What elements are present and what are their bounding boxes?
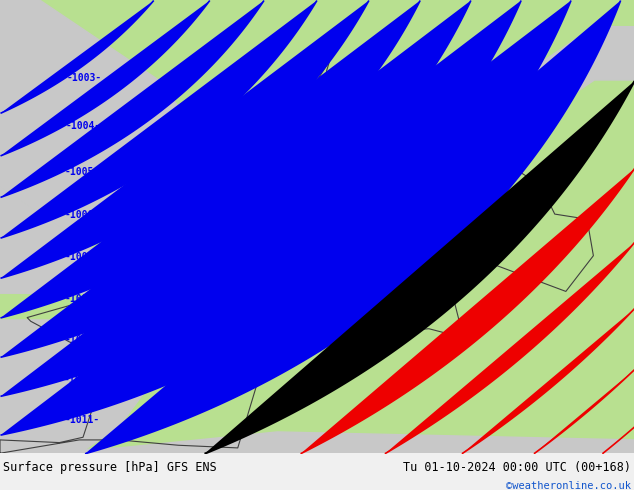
Polygon shape [0, 187, 119, 294]
Text: -1004-: -1004- [65, 121, 101, 131]
Polygon shape [317, 26, 634, 160]
Polygon shape [158, 80, 356, 213]
Text: -1005-: -1005- [65, 167, 100, 176]
Polygon shape [0, 432, 634, 453]
Text: -1008-: -1008- [64, 294, 100, 304]
Polygon shape [0, 267, 198, 453]
Text: ©weatheronline.co.uk: ©weatheronline.co.uk [506, 481, 631, 490]
Polygon shape [0, 0, 634, 453]
Text: -1007-: -1007- [65, 252, 100, 262]
Text: Surface pressure [hPa] GFS ENS: Surface pressure [hPa] GFS ENS [3, 461, 217, 474]
Text: -1006-: -1006- [65, 210, 100, 220]
Text: -1003-: -1003- [67, 74, 101, 83]
Text: Tu 01-10-2024 00:00 UTC (00+168): Tu 01-10-2024 00:00 UTC (00+168) [403, 461, 631, 474]
Polygon shape [0, 0, 218, 240]
Text: -1011-: -1011- [64, 415, 100, 425]
Text: -1010-: -1010- [63, 375, 98, 385]
Text: -1009-: -1009- [65, 335, 100, 344]
